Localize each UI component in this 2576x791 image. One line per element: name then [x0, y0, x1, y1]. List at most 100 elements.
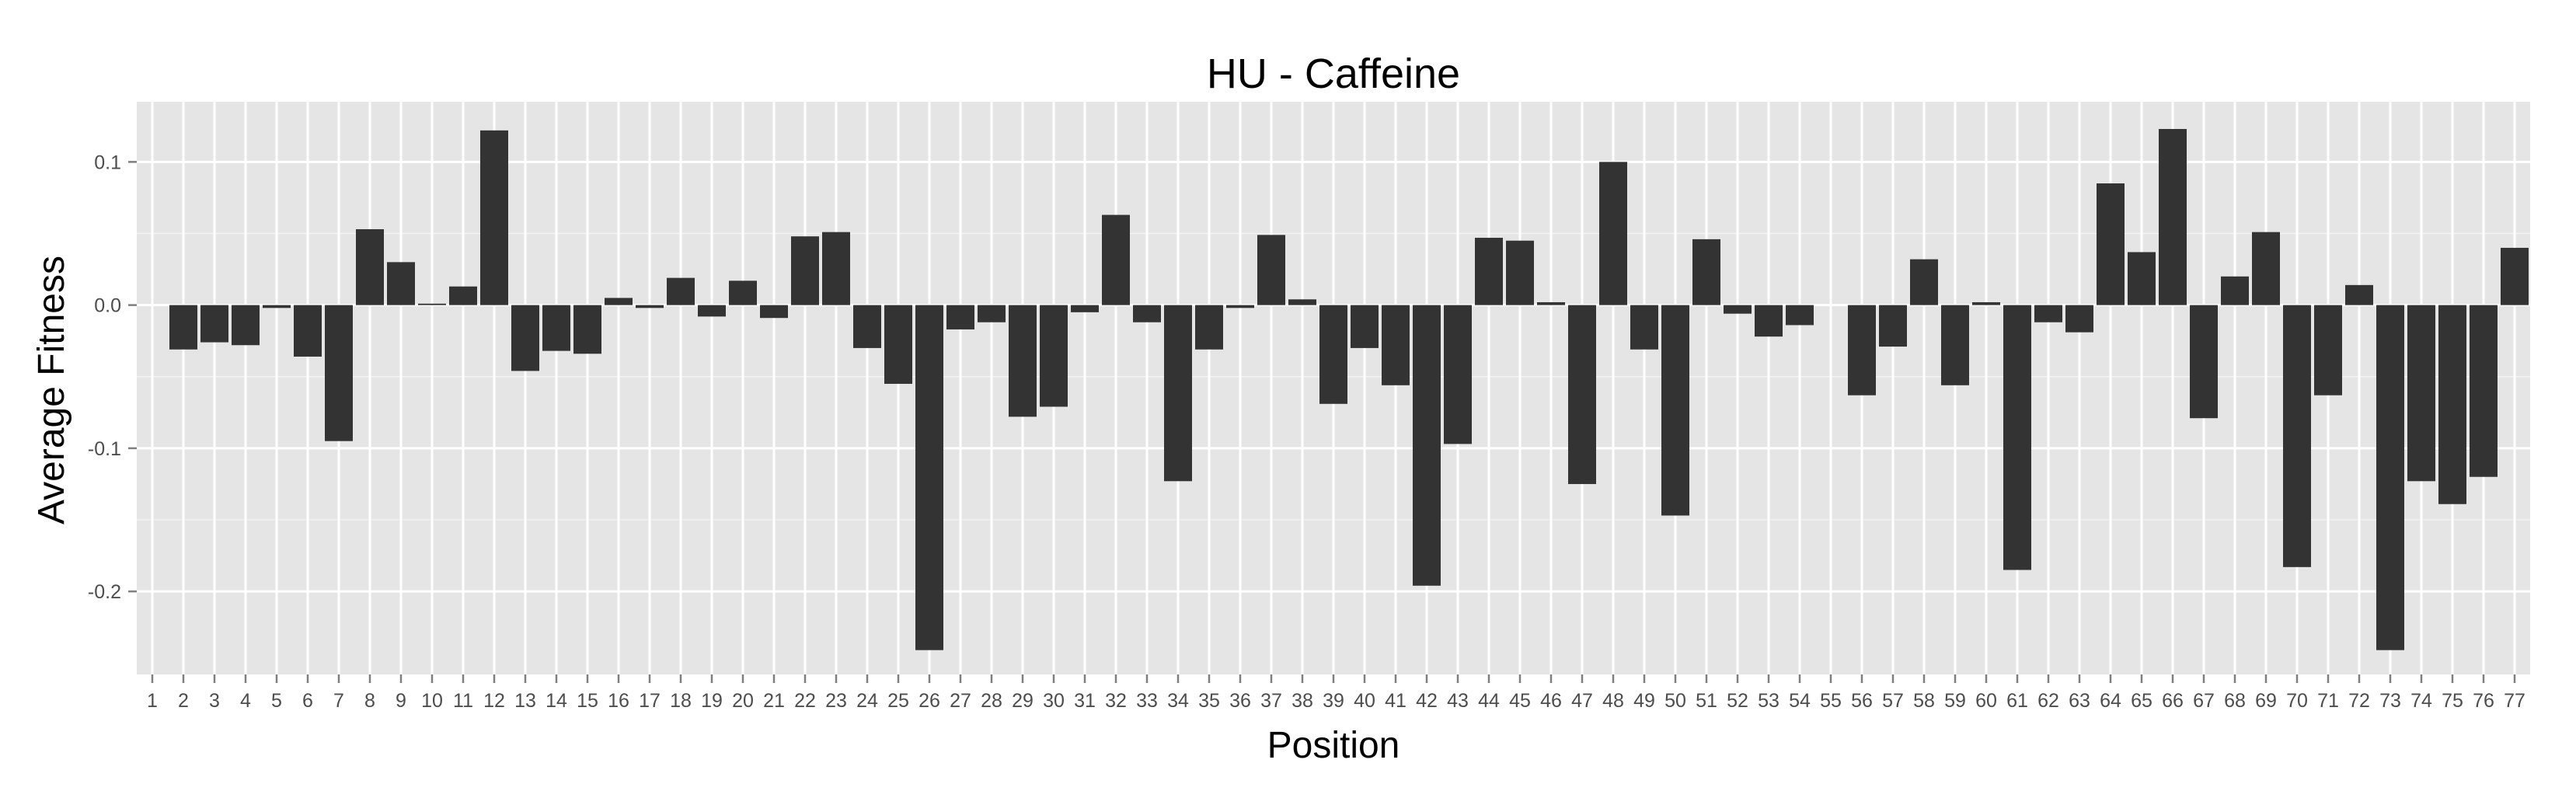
bar-12 [480, 130, 508, 305]
bar-6 [294, 305, 322, 357]
bar-14 [542, 305, 570, 351]
x-tick-label: 39 [1323, 690, 1344, 712]
bar-45 [1506, 240, 1534, 305]
x-tick-label: 65 [2131, 690, 2152, 712]
x-tick-label: 44 [1478, 690, 1500, 712]
bar-38 [1288, 299, 1316, 305]
y-tick-label: -0.1 [88, 438, 121, 460]
x-tick-label: 55 [1820, 690, 1842, 712]
x-tick-label: 32 [1105, 690, 1127, 712]
bar-36 [1226, 305, 1254, 308]
bar-3 [200, 305, 228, 343]
bar-32 [1102, 214, 1130, 305]
bar-50 [1661, 305, 1689, 516]
bar-27 [946, 305, 974, 329]
x-tick-label: 58 [1913, 690, 1935, 712]
x-tick-label: 29 [1012, 690, 1034, 712]
x-tick-label: 35 [1198, 690, 1220, 712]
bar-5 [263, 305, 291, 308]
bar-34 [1164, 305, 1192, 482]
bar-39 [1319, 305, 1347, 404]
x-tick-label: 53 [1758, 690, 1779, 712]
bar-65 [2128, 252, 2156, 305]
x-tick-label: 38 [1291, 690, 1313, 712]
x-tick-label: 12 [483, 690, 505, 712]
x-tick-label: 62 [2037, 690, 2059, 712]
bar-37 [1257, 235, 1285, 305]
bar-26 [915, 305, 943, 650]
x-tick-label: 4 [240, 690, 251, 712]
bar-48 [1599, 162, 1627, 305]
bar-19 [698, 305, 726, 317]
bar-33 [1133, 305, 1161, 322]
bar-67 [2190, 305, 2218, 419]
bar-35 [1195, 305, 1223, 350]
x-tick-label: 41 [1385, 690, 1407, 712]
bar-29 [1009, 305, 1037, 417]
x-tick-label: 33 [1136, 690, 1158, 712]
bar-75 [2438, 305, 2466, 504]
bar-60 [1972, 301, 2000, 305]
bar-18 [667, 277, 695, 305]
bar-71 [2314, 305, 2342, 396]
x-tick-label: 52 [1727, 690, 1748, 712]
x-tick-label: 22 [794, 690, 816, 712]
bar-54 [1786, 305, 1814, 326]
x-tick-label: 3 [209, 690, 220, 712]
bar-59 [1941, 305, 1969, 385]
x-tick-label: 36 [1229, 690, 1251, 712]
bar-20 [729, 281, 757, 305]
x-tick-label: 2 [178, 690, 189, 712]
x-tick-label: 70 [2286, 690, 2308, 712]
y-tick-label: 0.1 [94, 152, 121, 173]
bar-31 [1071, 305, 1099, 312]
bar-9 [387, 262, 415, 305]
bar-28 [978, 305, 1006, 322]
bar-53 [1755, 305, 1783, 337]
x-tick-label: 50 [1664, 690, 1686, 712]
bar-41 [1382, 305, 1410, 385]
bars [169, 129, 2529, 650]
bar-40 [1351, 305, 1379, 348]
x-tick-label: 49 [1633, 690, 1655, 712]
x-tick-label: 42 [1416, 690, 1438, 712]
x-tick-label: 19 [701, 690, 723, 712]
x-tick-label: 1 [147, 690, 158, 712]
x-tick-label: 46 [1540, 690, 1562, 712]
x-tick-label: 69 [2255, 690, 2277, 712]
x-tick-label: 51 [1696, 690, 1717, 712]
y-axis-title: Average Fitness [31, 256, 72, 524]
x-tick-label: 11 [453, 690, 473, 712]
x-tick-label: 20 [732, 690, 754, 712]
x-tick-label: 48 [1602, 690, 1624, 712]
x-tick-label: 26 [919, 690, 940, 712]
x-tick-label: 24 [856, 690, 878, 712]
bar-24 [853, 305, 881, 348]
bar-68 [2221, 276, 2249, 305]
x-tick-label: 30 [1043, 690, 1065, 712]
bar-62 [2034, 305, 2062, 322]
x-tick-label: 37 [1260, 690, 1282, 712]
bar-73 [2376, 305, 2404, 650]
x-tick-label: 7 [333, 690, 344, 712]
x-tick-label: 34 [1167, 690, 1189, 712]
x-tick-label: 60 [1975, 690, 1997, 712]
x-tick-label: 71 [2317, 690, 2339, 712]
bar-21 [760, 305, 788, 319]
bar-49 [1630, 305, 1658, 350]
x-tick-label: 57 [1882, 690, 1904, 712]
bar-10 [418, 303, 446, 305]
bar-76 [2470, 305, 2498, 477]
bar-7 [325, 305, 353, 441]
x-tick-label: 31 [1074, 690, 1096, 712]
y-tick-label: -0.2 [88, 581, 121, 603]
x-tick-label: 64 [2100, 690, 2121, 712]
x-tick-label: 27 [950, 690, 971, 712]
y-tick-label: 0.0 [94, 295, 121, 317]
x-tick-label: 66 [2162, 690, 2184, 712]
x-tick-label: 73 [2379, 690, 2401, 712]
bar-22 [791, 236, 819, 305]
chart-title: HU - Caffeine [1207, 51, 1460, 97]
x-tick-label: 15 [577, 690, 598, 712]
